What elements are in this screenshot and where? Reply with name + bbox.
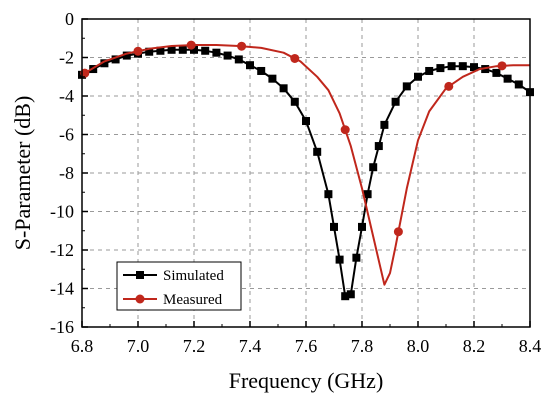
data-point-measured: [186, 40, 196, 50]
data-point-simulated: [380, 120, 389, 129]
data-point-measured: [393, 227, 403, 237]
legend: Simulated Measured: [116, 261, 242, 311]
series-measured: [80, 40, 530, 286]
data-point-simulated: [178, 45, 187, 54]
data-point-simulated: [503, 74, 512, 83]
legend-box: [116, 261, 242, 311]
data-point-measured: [237, 41, 247, 51]
data-point-simulated: [201, 46, 210, 55]
data-point-simulated: [391, 97, 400, 106]
x-tick-label: 7.4: [239, 336, 262, 356]
legend-marker-point: [136, 271, 144, 279]
data-point-measured: [133, 46, 143, 56]
data-point-simulated: [190, 45, 198, 54]
y-tick-labels: 0 -2 -4 -6 -8 -10 -12 -14 -16: [50, 9, 74, 337]
data-point-simulated: [458, 62, 467, 71]
data-point-simulated: [335, 255, 344, 264]
x-tick-label: 8.0: [407, 336, 430, 356]
y-tick-label: -14: [50, 279, 74, 299]
x-axis-title: Frequency (GHz): [229, 368, 384, 393]
data-point-simulated: [514, 80, 523, 89]
legend-marker-measured: [135, 294, 145, 304]
data-point-measured: [290, 53, 300, 63]
series-line-simulated: [81, 48, 531, 298]
data-point-simulated: [156, 46, 165, 55]
data-point-measured: [444, 81, 454, 91]
data-point-simulated: [425, 66, 434, 75]
data-point-simulated: [145, 47, 154, 56]
data-point-simulated: [111, 55, 120, 64]
data-point-simulated: [358, 222, 366, 231]
data-point-simulated: [313, 147, 322, 156]
data-point-simulated: [167, 45, 176, 54]
series-simulated: [78, 45, 534, 301]
y-tick-label: -6: [59, 125, 74, 145]
data-point-simulated: [414, 72, 422, 81]
x-tick-label: 7.6: [295, 336, 318, 356]
data-point-simulated: [447, 62, 456, 71]
y-tick-label: -10: [50, 202, 74, 222]
data-point-simulated: [492, 68, 501, 77]
data-point-simulated: [374, 142, 383, 151]
legend-marker-point: [135, 294, 145, 304]
data-point-simulated: [234, 55, 243, 64]
data-point-simulated: [363, 190, 372, 199]
x-tick-label: 8.4: [519, 336, 542, 356]
data-point-simulated: [122, 51, 131, 60]
data-point-simulated: [268, 74, 277, 83]
data-point-simulated: [470, 63, 478, 72]
y-tick-label: 0: [65, 9, 74, 29]
data-point-simulated: [402, 82, 411, 91]
data-point-simulated: [290, 97, 299, 106]
y-tick-label: -12: [50, 240, 74, 260]
x-tick-label: 7.0: [127, 336, 150, 356]
series-layer: [78, 40, 534, 301]
data-point-simulated: [246, 61, 254, 70]
data-point-simulated: [369, 163, 378, 172]
x-tick-labels: 6.8 7.0 7.2 7.4 7.6 7.8 8.0 8.2 8.4: [71, 336, 542, 356]
data-point-simulated: [212, 48, 221, 57]
legend-label-measured: Measured: [163, 292, 223, 308]
data-point-simulated: [436, 64, 445, 73]
legend-label-simulated: Simulated: [163, 268, 224, 284]
data-point-simulated: [352, 253, 361, 262]
data-point-measured: [497, 61, 507, 71]
data-point-simulated: [257, 66, 266, 75]
y-tick-label: -2: [59, 48, 74, 68]
legend-marker-simulated: [136, 271, 144, 279]
data-point-simulated: [341, 292, 350, 301]
data-point-simulated: [302, 117, 310, 126]
data-point-simulated: [279, 84, 288, 93]
y-axis-title: S-Parameter (dB): [10, 96, 35, 251]
y-tick-label: -8: [59, 163, 74, 183]
x-tick-label: 7.8: [351, 336, 374, 356]
data-point-simulated: [100, 59, 109, 68]
y-tick-label: -16: [50, 317, 74, 337]
data-point-measured: [340, 125, 350, 135]
x-tick-label: 8.2: [463, 336, 486, 356]
data-point-simulated: [223, 51, 232, 60]
tick-marks: [81, 18, 531, 328]
x-tick-label: 6.8: [71, 336, 94, 356]
y-tick-label: -4: [59, 86, 74, 106]
x-tick-label: 7.2: [183, 336, 206, 356]
data-point-simulated: [346, 290, 355, 299]
data-point-simulated: [330, 222, 338, 231]
data-point-simulated: [324, 190, 333, 199]
